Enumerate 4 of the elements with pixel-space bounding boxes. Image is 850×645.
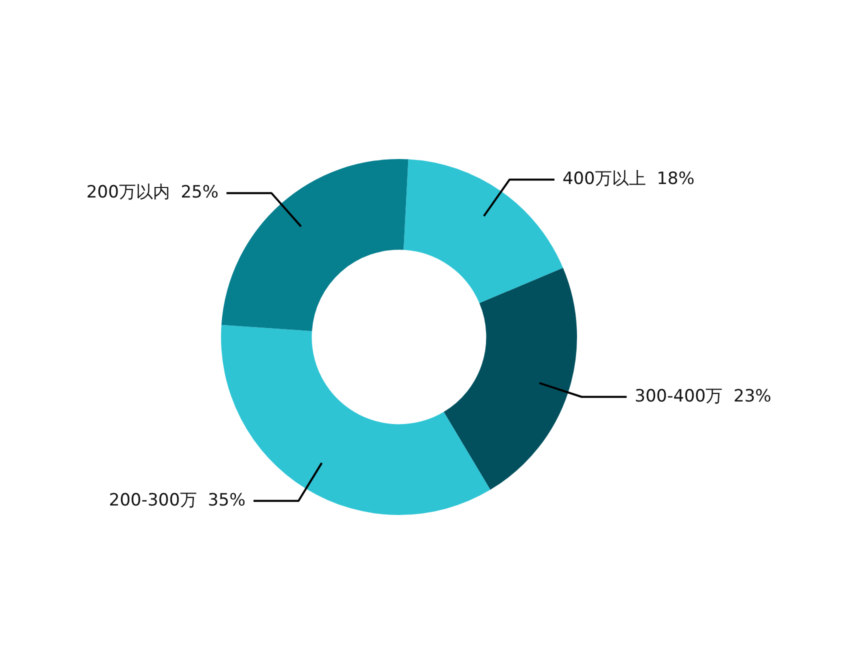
slice-label: 300-400万 23% xyxy=(634,386,772,406)
slice-label: 400万以上 18% xyxy=(562,169,695,190)
slice-label: 200-300万 35% xyxy=(108,490,246,510)
slice-label: 200万以内 25% xyxy=(86,182,218,203)
